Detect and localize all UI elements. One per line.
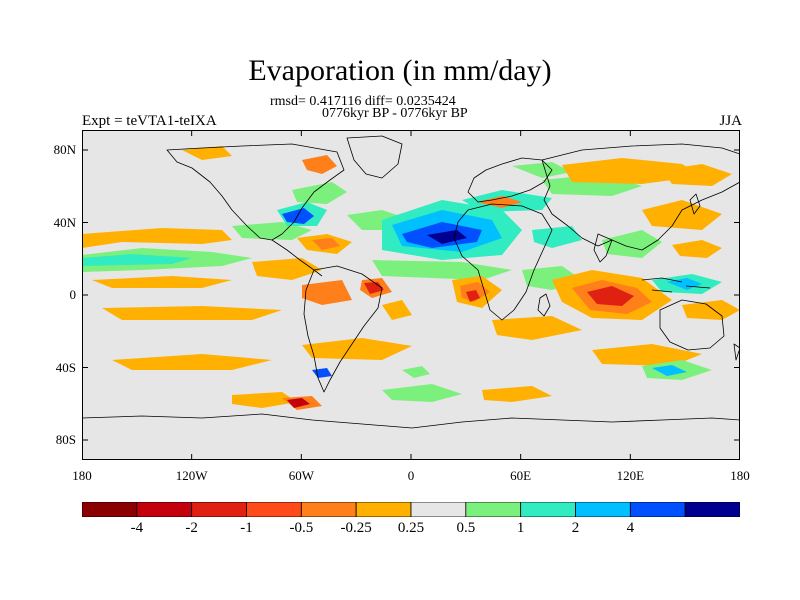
- colorbar-label: -0.25: [340, 520, 372, 536]
- lon-label: 120W: [175, 468, 208, 483]
- lon-label: 60E: [510, 468, 532, 483]
- colorbar-label: -1: [240, 520, 253, 536]
- colorbar-label: -2: [185, 520, 198, 536]
- colorbar-label: 0.5: [456, 520, 476, 536]
- lat-label: 40N: [53, 214, 76, 230]
- lat-label: 80N: [53, 142, 76, 157]
- colorbar-box: [520, 502, 576, 517]
- colorbar-label: -0.5: [289, 520, 314, 536]
- colorbar-label: 1: [516, 520, 525, 536]
- colorbar-box: [684, 502, 740, 517]
- colorbar-box: [465, 502, 522, 517]
- season-label: JJA: [719, 113, 742, 129]
- stats-subtitle: rmsd= 0.417116 diff= 0.0235424: [270, 94, 456, 109]
- lon-label: 180: [72, 468, 92, 483]
- colorbar-box: [136, 502, 193, 517]
- evaporation-map: [82, 130, 740, 460]
- map-title: Evaporation (in mm/day): [248, 54, 552, 87]
- lat-label: 40S: [55, 359, 76, 375]
- lat-label: 80S: [55, 432, 76, 447]
- colorbar: [82, 502, 740, 517]
- lon-label: 60W: [288, 468, 314, 483]
- tick-marks: [82, 130, 740, 460]
- colorbar-label: -4: [130, 520, 144, 536]
- lon-label: 0: [407, 468, 415, 483]
- colorbar-box: [82, 502, 138, 517]
- coastlines: [82, 135, 740, 429]
- colorbar-box: [300, 502, 357, 517]
- colorbar-box: [191, 502, 247, 517]
- lat-label: 0: [69, 287, 77, 302]
- colorbar-label: 0.25: [397, 520, 425, 536]
- colorbar-box: [246, 502, 302, 517]
- experiment-label: Expt = teVTA1-teIXA: [82, 113, 217, 129]
- lon-label: 180: [730, 468, 750, 483]
- colorbar-label: 4: [626, 520, 635, 536]
- period-subtitle: 0776kyr BP - 0776kyr BP: [322, 106, 468, 121]
- colorbar-box: [575, 502, 631, 517]
- anomaly-field: [82, 146, 740, 410]
- lon-label: 120E: [616, 468, 645, 483]
- colorbar-box: [355, 502, 412, 517]
- colorbar-label: 2: [571, 520, 580, 536]
- colorbar-box: [629, 502, 686, 517]
- colorbar-box: [410, 502, 467, 517]
